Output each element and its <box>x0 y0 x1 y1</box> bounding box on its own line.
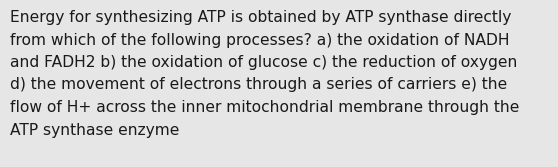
Text: and FADH2 b) the oxidation of glucose c) the reduction of oxygen: and FADH2 b) the oxidation of glucose c)… <box>10 55 517 70</box>
Text: Energy for synthesizing ATP is obtained by ATP synthase directly: Energy for synthesizing ATP is obtained … <box>10 10 511 25</box>
Text: ATP synthase enzyme: ATP synthase enzyme <box>10 123 179 137</box>
Text: flow of H+ across the inner mitochondrial membrane through the: flow of H+ across the inner mitochondria… <box>10 100 519 115</box>
Text: from which of the following processes? a) the oxidation of NADH: from which of the following processes? a… <box>10 33 509 47</box>
Text: d) the movement of electrons through a series of carriers e) the: d) the movement of electrons through a s… <box>10 77 507 93</box>
